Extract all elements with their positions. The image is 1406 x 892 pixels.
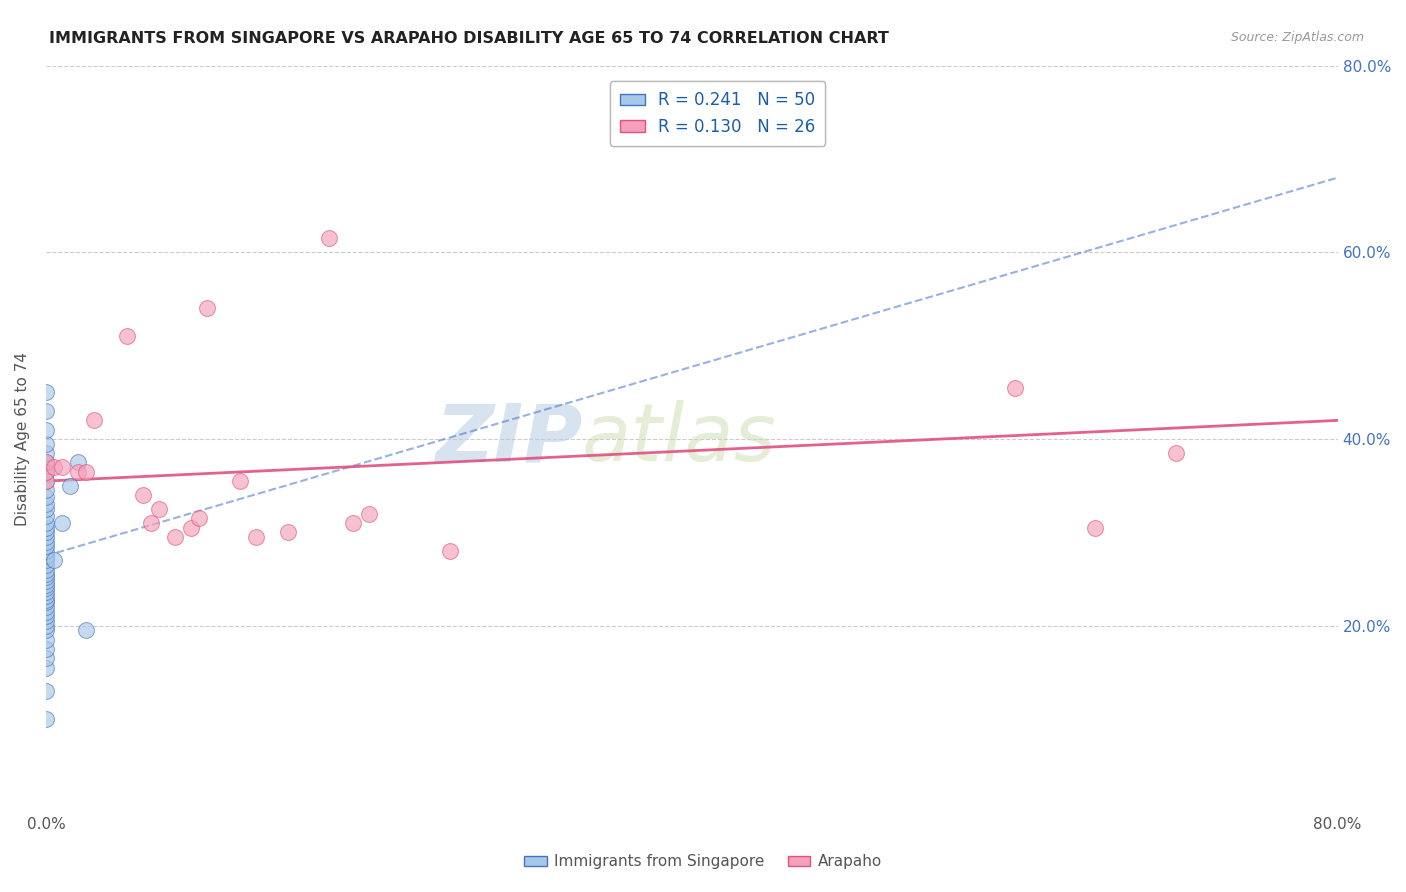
Point <box>75 465 97 479</box>
Point <box>35 592 58 607</box>
Point <box>42 553 65 567</box>
Point <box>35 642 58 657</box>
Point <box>188 511 211 525</box>
Point <box>35 605 58 619</box>
Point <box>35 589 58 603</box>
Point <box>277 525 299 540</box>
Point <box>35 498 58 512</box>
Point <box>35 544 58 558</box>
Point <box>75 624 97 638</box>
Point <box>35 502 58 516</box>
Point <box>35 436 58 450</box>
Point <box>35 570 58 584</box>
Point <box>35 614 58 628</box>
Point <box>148 502 170 516</box>
Point <box>51 516 73 530</box>
Legend: R = 0.241   N = 50, R = 0.130   N = 26: R = 0.241 N = 50, R = 0.130 N = 26 <box>610 81 825 145</box>
Point <box>35 684 58 698</box>
Point <box>35 455 58 469</box>
Point <box>35 530 58 544</box>
Point <box>357 507 380 521</box>
Point <box>35 385 58 400</box>
Point <box>35 619 58 633</box>
Point <box>35 582 58 596</box>
Point <box>35 595 58 609</box>
Point <box>197 301 219 316</box>
Point <box>35 624 58 638</box>
Text: Source: ZipAtlas.com: Source: ZipAtlas.com <box>1230 31 1364 45</box>
Point <box>35 465 58 479</box>
Point <box>165 530 187 544</box>
Point <box>1166 446 1188 460</box>
Point <box>59 479 82 493</box>
Point <box>35 609 58 624</box>
Point <box>67 455 90 469</box>
Point <box>35 566 58 581</box>
Point <box>439 544 461 558</box>
Point <box>35 651 58 665</box>
Point <box>35 540 58 554</box>
Point <box>35 712 58 726</box>
Point <box>35 465 58 479</box>
Point <box>132 488 155 502</box>
Point <box>115 329 138 343</box>
Point <box>35 404 58 418</box>
Point <box>35 483 58 498</box>
Point <box>35 474 58 488</box>
Text: atlas: atlas <box>582 401 776 478</box>
Point <box>35 563 58 577</box>
Point <box>35 578 58 592</box>
Point <box>35 600 58 615</box>
Point <box>35 553 58 567</box>
Point <box>35 423 58 437</box>
Point <box>35 534 58 549</box>
Y-axis label: Disability Age 65 to 74: Disability Age 65 to 74 <box>15 352 30 526</box>
Point <box>35 661 58 675</box>
Point <box>245 530 267 544</box>
Point <box>318 231 340 245</box>
Point <box>35 474 58 488</box>
Point <box>35 446 58 460</box>
Point <box>35 558 58 573</box>
Point <box>180 521 202 535</box>
Point <box>35 455 58 469</box>
Point <box>342 516 364 530</box>
Point <box>35 585 58 599</box>
Point <box>1084 521 1107 535</box>
Point <box>67 465 90 479</box>
Text: IMMIGRANTS FROM SINGAPORE VS ARAPAHO DISABILITY AGE 65 TO 74 CORRELATION CHART: IMMIGRANTS FROM SINGAPORE VS ARAPAHO DIS… <box>49 31 889 46</box>
Point <box>51 460 73 475</box>
Point <box>35 632 58 647</box>
Point <box>35 549 58 563</box>
Point <box>139 516 162 530</box>
Point <box>35 508 58 523</box>
Point <box>35 521 58 535</box>
Legend: Immigrants from Singapore, Arapaho: Immigrants from Singapore, Arapaho <box>517 848 889 875</box>
Point <box>83 413 105 427</box>
Point <box>42 460 65 475</box>
Point <box>228 474 250 488</box>
Point <box>35 525 58 540</box>
Point <box>1004 381 1026 395</box>
Point <box>35 490 58 504</box>
Point <box>35 574 58 588</box>
Text: ZIP: ZIP <box>434 401 582 478</box>
Point <box>35 516 58 530</box>
